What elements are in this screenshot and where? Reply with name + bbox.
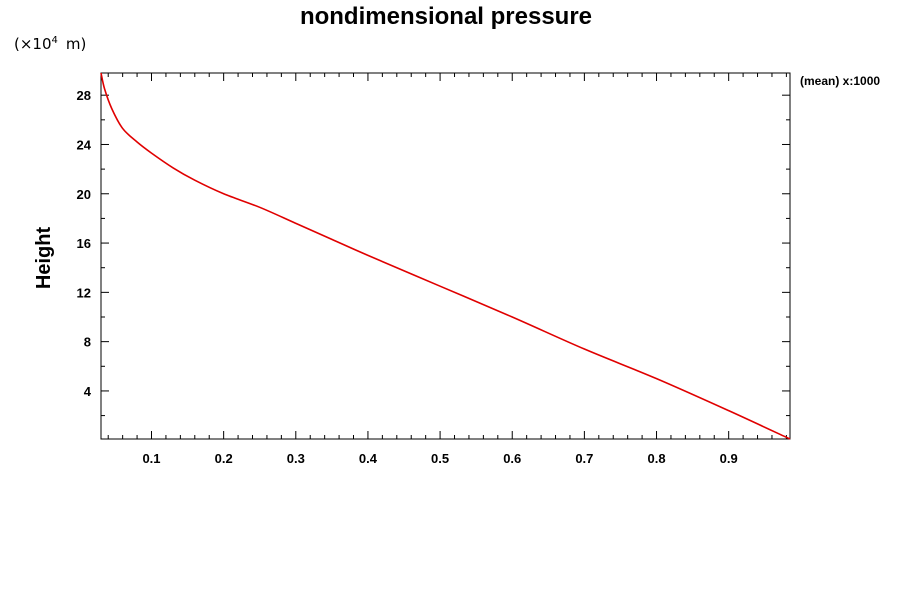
y-unit-label: m bbox=[66, 35, 81, 53]
y-tick-label: 8 bbox=[84, 335, 91, 350]
y-scale-base: 10 bbox=[32, 35, 51, 53]
y-tick-label: 20 bbox=[77, 187, 91, 202]
axis-tick-labels: 0.1 0.2 0.3 0.4 0.5 0.6 0.7 0.8 0.9 4 8 12 16 20 24 28 bbox=[77, 88, 738, 466]
x-tick-label: 0.2 bbox=[215, 451, 233, 466]
y-axis-label: Height bbox=[33, 227, 55, 290]
y-tick-label: 28 bbox=[77, 88, 91, 103]
x-tick-label: 0.1 bbox=[142, 451, 160, 466]
mean-annotation: (mean) x:1000 bbox=[800, 74, 880, 88]
series-line bbox=[100, 72, 791, 440]
y-tick-label: 24 bbox=[77, 137, 92, 152]
x-tick-label: 0.5 bbox=[431, 451, 449, 466]
plot-frame bbox=[100, 72, 791, 440]
axis-ticks bbox=[101, 73, 790, 439]
y-axis-unit: (×104 m) bbox=[14, 35, 86, 53]
y-tick-label: 12 bbox=[77, 285, 91, 300]
x-tick-label: 0.7 bbox=[575, 451, 593, 466]
x-tick-label: 0.6 bbox=[503, 451, 521, 466]
y-scale-exponent: 4 bbox=[52, 35, 58, 46]
x-tick-label: 0.4 bbox=[359, 451, 378, 466]
x-tick-label: 0.3 bbox=[287, 451, 305, 466]
y-tick-label: 4 bbox=[84, 384, 92, 399]
y-tick-label: 16 bbox=[77, 236, 91, 251]
chart-title: nondimensional pressure bbox=[300, 3, 592, 30]
x-tick-label: 0.9 bbox=[720, 451, 738, 466]
x-tick-label: 0.8 bbox=[647, 451, 665, 466]
